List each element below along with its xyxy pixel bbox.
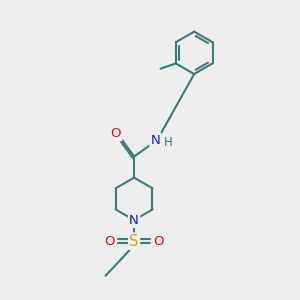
Text: H: H: [164, 136, 172, 149]
Text: N: N: [129, 214, 139, 226]
Text: O: O: [111, 127, 121, 140]
Text: S: S: [129, 234, 139, 249]
Text: N: N: [151, 134, 160, 147]
Text: O: O: [153, 235, 164, 248]
Text: O: O: [105, 235, 115, 248]
